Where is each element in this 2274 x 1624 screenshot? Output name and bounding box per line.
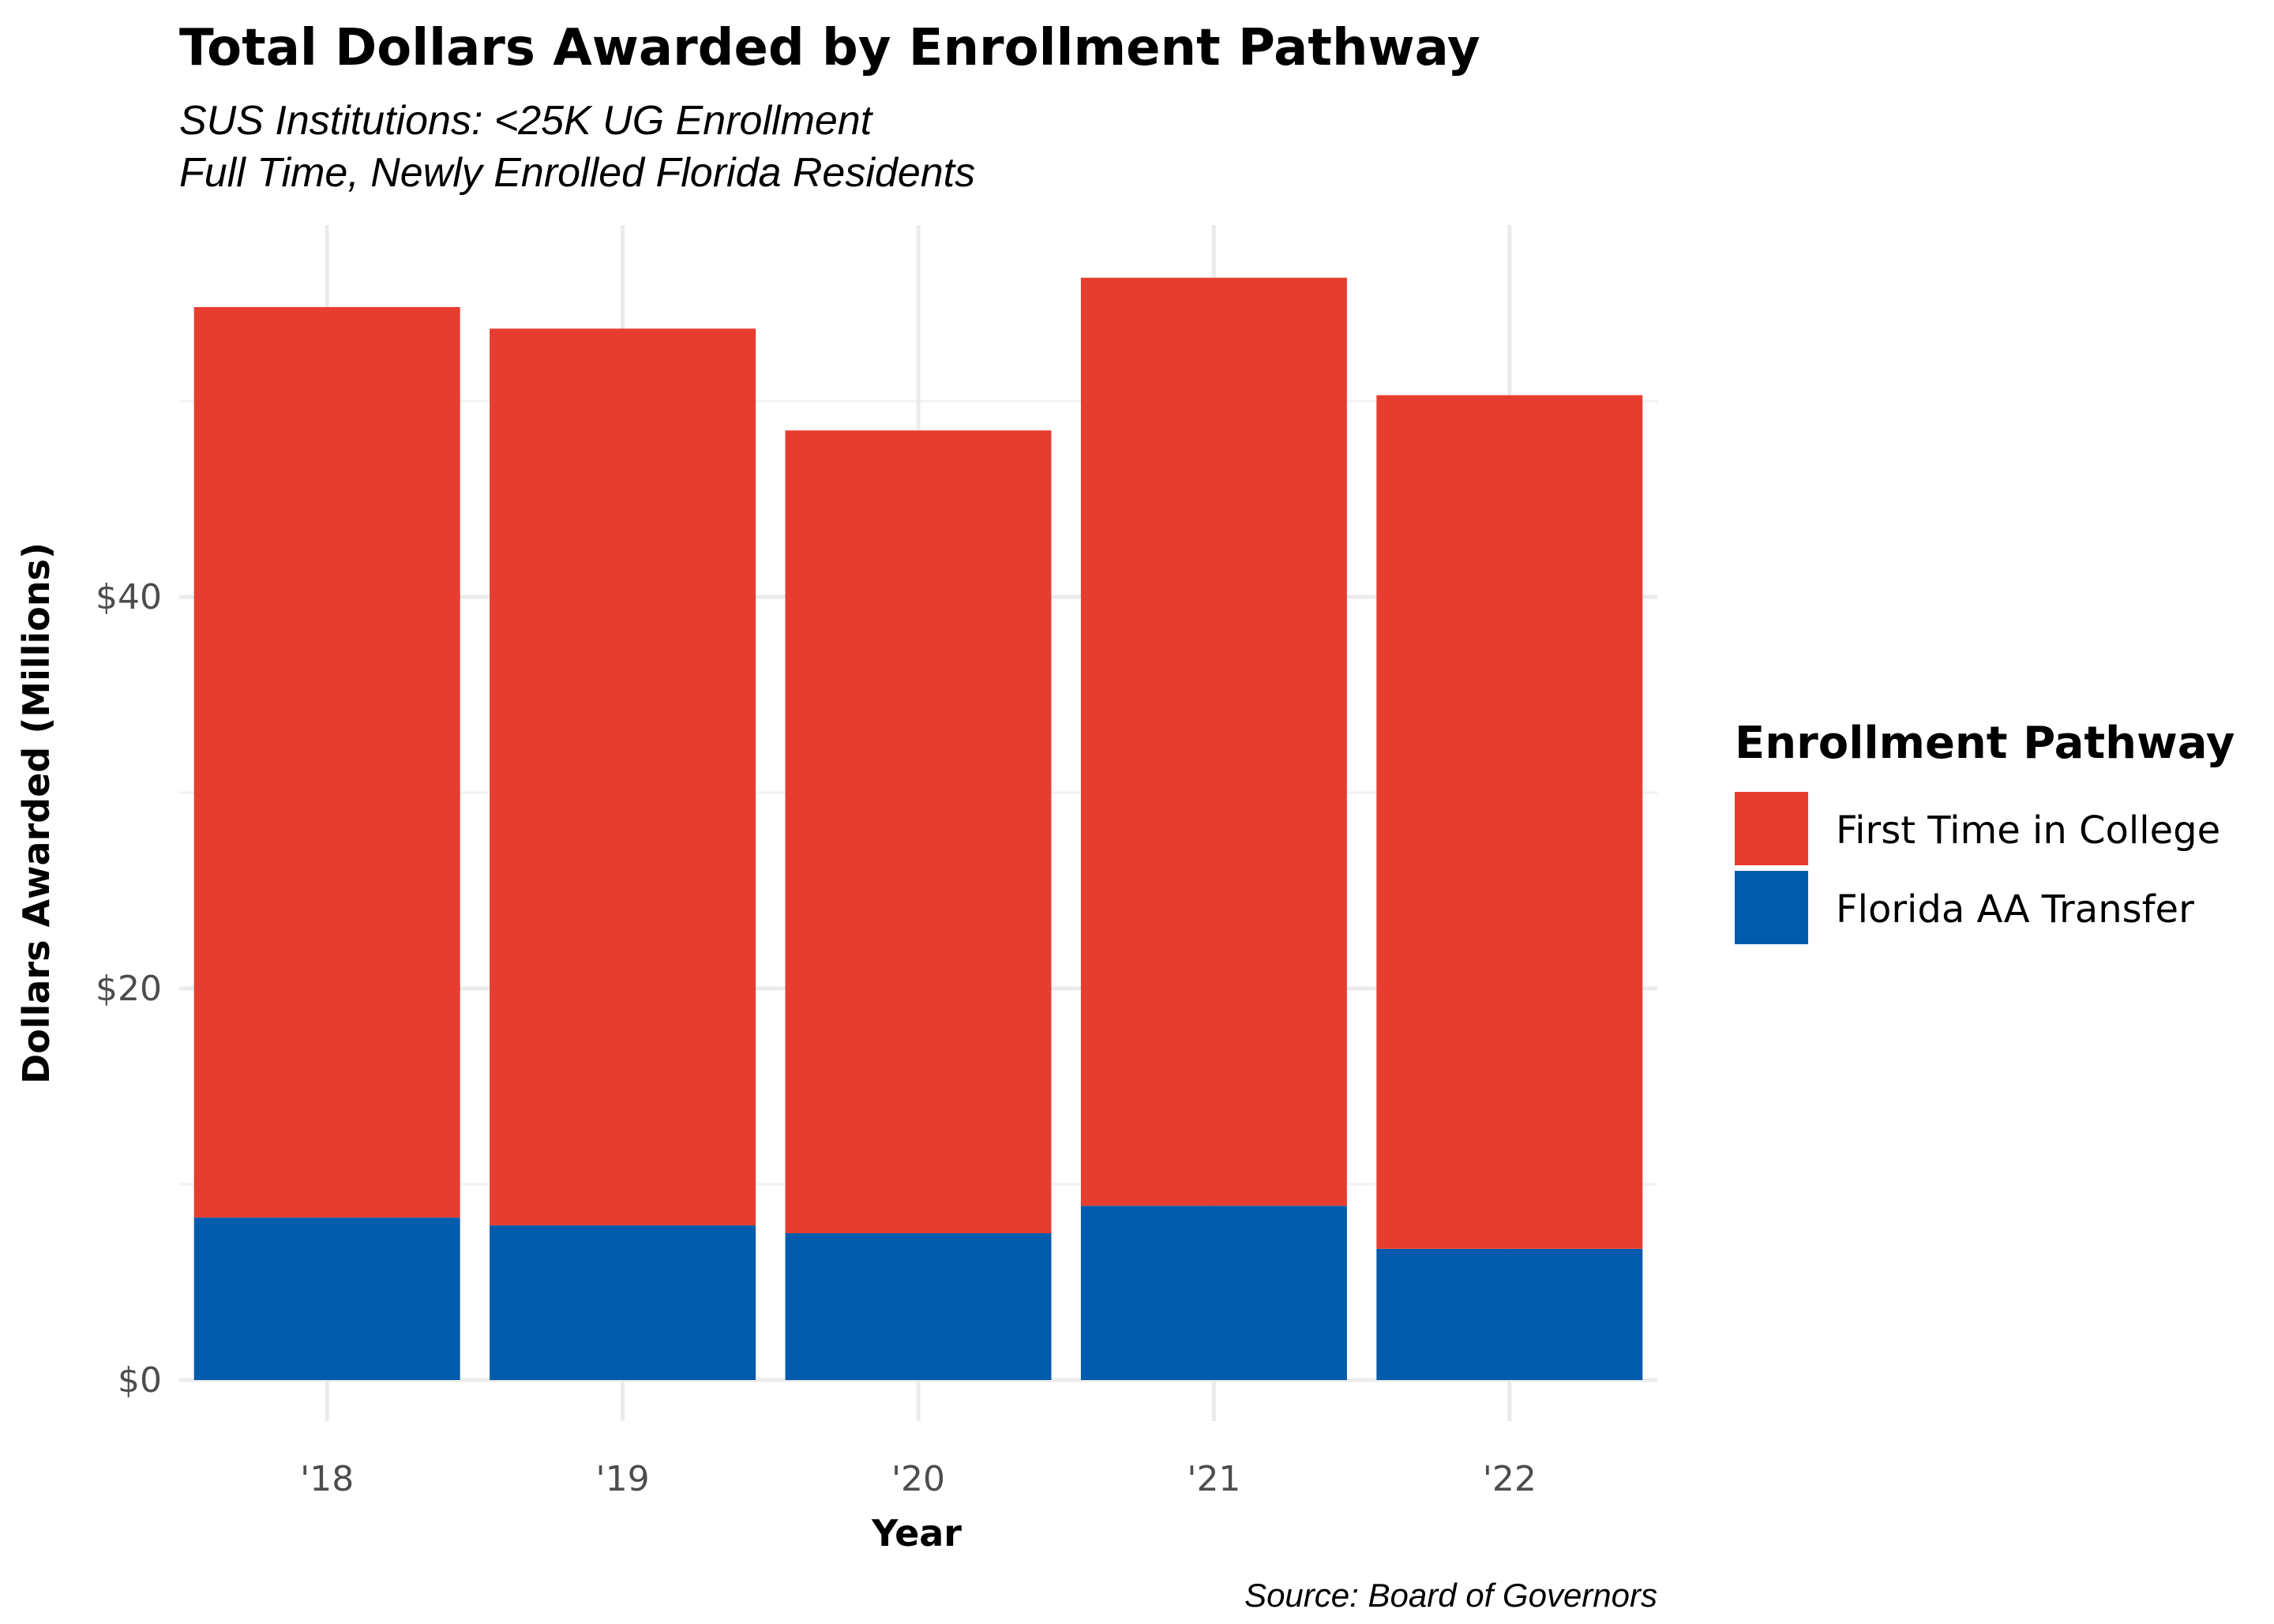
y-tick-label: $40	[96, 577, 162, 617]
y-tick-label: $20	[96, 969, 162, 1009]
x-axis-ticks: '18 '19 '20 '21 '22	[300, 1459, 1537, 1499]
chart-title: Total Dollars Awarded by Enrollment Path…	[179, 19, 1480, 77]
bar-first-time-in-college-0	[193, 306, 460, 1218]
x-tick-label: '22	[1483, 1459, 1537, 1499]
y-tick-label: $0	[118, 1360, 162, 1401]
bar-first-time-in-college-1	[490, 328, 756, 1226]
x-tick-label: '21	[1187, 1459, 1240, 1499]
legend-swatch-florida-aa-transfer	[1735, 871, 1808, 944]
chart-caption: Source: Board of Governors	[1244, 1577, 1657, 1614]
bar-florida-aa-transfer-0	[193, 1217, 460, 1380]
chart-subtitle-line-2: Full Time, Newly Enrolled Florida Reside…	[179, 150, 975, 196]
bar-first-time-in-college-3	[1080, 277, 1347, 1206]
bar-first-time-in-college-2	[785, 430, 1052, 1233]
bar-first-time-in-college-4	[1376, 395, 1643, 1249]
legend: Enrollment Pathway First Time in College…	[1735, 718, 2235, 944]
chart-subtitle-line-1: SUS Institutions: <25K UG Enrollment	[179, 98, 874, 144]
legend-title: Enrollment Pathway	[1735, 718, 2235, 769]
legend-label-florida-aa-transfer: Florida AA Transfer	[1836, 887, 2194, 932]
bar-florida-aa-transfer-2	[785, 1233, 1052, 1380]
x-axis-title: Year	[871, 1512, 962, 1555]
x-tick-label: '19	[596, 1459, 650, 1499]
x-tick-label: '18	[300, 1459, 354, 1499]
legend-label-first-time-in-college: First Time in College	[1836, 808, 2220, 853]
bar-florida-aa-transfer-4	[1376, 1248, 1643, 1380]
bars	[193, 277, 1643, 1380]
bar-florida-aa-transfer-1	[490, 1225, 756, 1380]
y-axis-title: Dollars Awarded (Millions)	[15, 542, 58, 1084]
x-tick-label: '20	[891, 1459, 945, 1499]
y-axis-ticks: $0 $20 $40	[96, 577, 162, 1401]
legend-swatch-first-time-in-college	[1735, 792, 1808, 865]
bar-florida-aa-transfer-3	[1080, 1206, 1347, 1380]
